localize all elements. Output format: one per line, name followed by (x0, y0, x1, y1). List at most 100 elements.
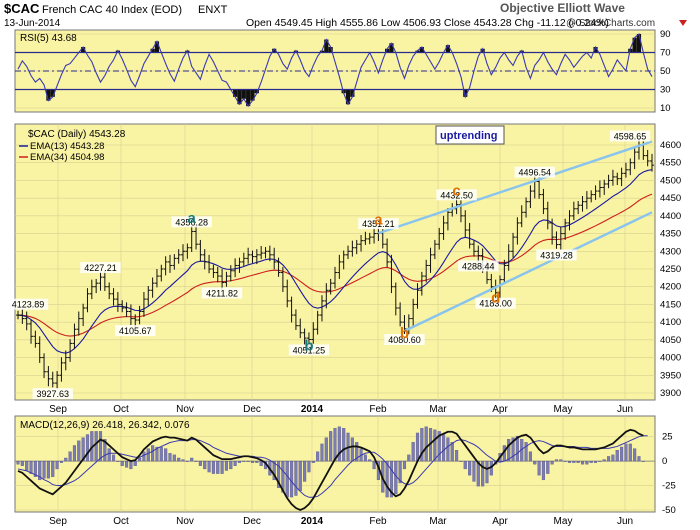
price-label-bg (201, 287, 243, 299)
price-tick-label: 4450 (660, 193, 681, 204)
price-label-bg (7, 298, 49, 310)
x-tick-label: Dec (243, 516, 261, 527)
price-tick-label: 4100 (660, 317, 681, 328)
macd-histogram-bar (633, 448, 637, 462)
wave-label: b (304, 337, 313, 354)
price-label-bg (32, 388, 73, 400)
macd-histogram-bar (333, 428, 337, 462)
rsi-tick-label: 30 (660, 85, 671, 96)
macd-histogram-bar (216, 460, 220, 474)
price-label-bg (514, 166, 555, 178)
x-tick-label: May (554, 516, 573, 527)
macd-histogram-bar (111, 454, 116, 462)
wave-label: b (400, 325, 409, 342)
trend-channel-line (378, 140, 653, 235)
macd-histogram-bar (229, 460, 233, 470)
macd-histogram-bar (72, 445, 77, 462)
price-label-bg (384, 334, 425, 346)
macd-histogram-bar (355, 442, 359, 462)
macd-histogram-bar (116, 460, 120, 462)
trend-channel-line (403, 211, 653, 333)
macd-histogram-bar (468, 460, 472, 476)
macd-histogram-bar (64, 457, 68, 462)
macd-histogram-bar (550, 460, 554, 465)
macd-histogram-bar (16, 460, 20, 465)
macd-histogram-bar (576, 460, 580, 463)
price-tick-label: 4400 (660, 211, 681, 222)
macd-histogram-bar (402, 460, 407, 470)
price-tick-label: 4250 (660, 264, 681, 275)
price-label-bg (536, 249, 577, 261)
macd-histogram-bar (237, 460, 242, 463)
price-label-bg (115, 325, 156, 337)
macd-histogram-bar (368, 459, 372, 462)
macd-histogram-bar (51, 460, 55, 477)
watermark: @ StockCharts.com (566, 18, 655, 29)
ohlc-readout: Open 4549.45 High 4555.86 Low 4506.93 Cl… (246, 17, 609, 29)
macd-histogram-bar (246, 460, 250, 462)
price-tick-label: 4200 (660, 282, 681, 293)
macd-histogram-bar (207, 460, 211, 473)
macd-title: MACD(12,26,9) 26.418, 26.342, 0.076 (20, 420, 190, 431)
x-tick-label: Feb (369, 516, 387, 527)
macd-histogram-bar (172, 454, 176, 462)
macd-histogram-bar (389, 460, 394, 498)
rsi-tick-label: 90 (660, 29, 671, 40)
macd-histogram-bar (190, 457, 194, 462)
x-tick-label: Nov (176, 516, 194, 527)
x-tick-label: Apr (492, 404, 508, 415)
macd-tick-label: 25 (662, 432, 673, 443)
macd-histogram-bar (68, 451, 72, 462)
down-arrow-icon (679, 20, 687, 26)
macd-histogram-bar (151, 445, 155, 462)
macd-histogram-bar (567, 460, 572, 463)
macd-histogram-bar (420, 428, 424, 462)
ema13-legend: EMA(13) 4543.28 (30, 141, 104, 152)
ema34-line (17, 193, 653, 337)
macd-histogram-bar (316, 451, 320, 462)
macd-histogram-bar (585, 460, 589, 465)
macd-histogram-bar (294, 460, 298, 496)
macd-histogram-bar (198, 460, 202, 466)
macd-histogram-bar (272, 460, 276, 481)
price-label-bg (475, 297, 516, 309)
price-label-bg (458, 260, 499, 272)
macd-tick-label: -50 (662, 505, 676, 516)
macd-histogram-bar (329, 431, 333, 462)
wave-label: d (491, 290, 500, 307)
macd-histogram-bar (554, 459, 559, 462)
macd-histogram-bar (155, 446, 159, 462)
price-label-bg (358, 218, 399, 230)
macd-histogram-bar (59, 460, 63, 463)
macd-histogram-bar (250, 460, 255, 463)
macd-histogram-bar (142, 451, 146, 462)
macd-histogram-bar (602, 459, 606, 462)
macd-histogram-bar (146, 448, 150, 462)
exchange: ENXT (198, 4, 228, 16)
macd-histogram-bar (233, 460, 237, 466)
x-tick-label: Oct (113, 516, 129, 527)
price-point-label: 4351.21 (362, 219, 395, 229)
index-name: French CAC 40 Index (EOD) (42, 4, 182, 16)
macd-histogram-bar (507, 439, 511, 462)
x-tick-label: Feb (369, 404, 387, 415)
price-tick-label: 4000 (660, 353, 681, 364)
price-tick-label: 3900 (660, 388, 681, 399)
macd-histogram-bar (33, 460, 37, 477)
wave-label: a (188, 210, 197, 227)
macd-histogram-bar (611, 454, 615, 462)
macd-signal-line (17, 435, 648, 498)
x-tick-label: 2014 (301, 404, 324, 415)
macd-histogram-bar (81, 437, 85, 462)
x-tick-label: Sep (49, 516, 67, 527)
macd-histogram-bar (38, 460, 42, 481)
macd-histogram-bar (159, 446, 163, 462)
price-label-bg (288, 344, 330, 356)
macd-histogram-bar (55, 460, 59, 470)
macd-histogram-bar (624, 443, 628, 462)
price-point-label: 4227.21 (84, 263, 117, 273)
macd-histogram-bar (580, 460, 585, 465)
chart-date: 13-Jun-2014 (4, 18, 61, 29)
price-tick-label: 4500 (660, 175, 681, 186)
